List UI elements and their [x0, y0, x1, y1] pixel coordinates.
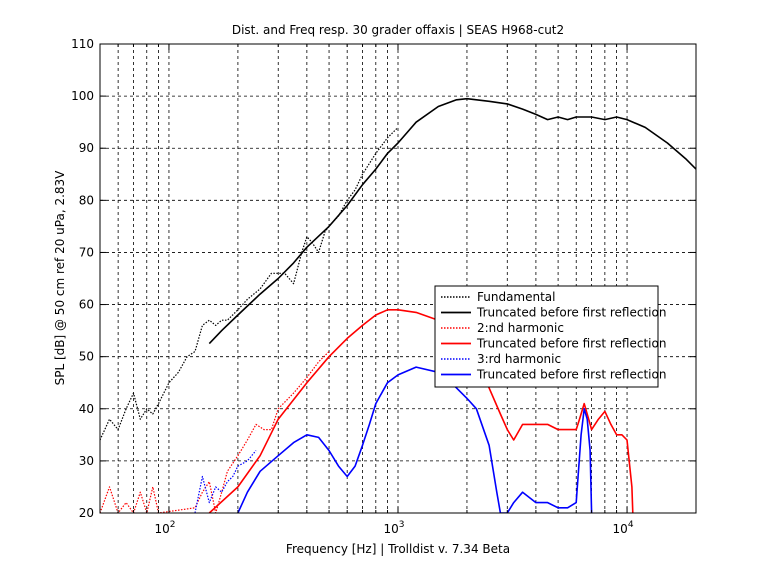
y-tick-label: 100	[71, 89, 94, 103]
y-tick-label: 70	[79, 245, 94, 259]
x-tick-exponent: 2	[170, 520, 176, 530]
legend-label: Truncated before first reflection	[476, 337, 666, 351]
x-tick-exponent: 4	[628, 520, 634, 530]
y-tick-label: 30	[79, 454, 94, 468]
y-tick-label: 50	[79, 350, 94, 364]
legend-label: Fundamental	[477, 290, 556, 304]
x-tick-base: 10	[154, 522, 169, 536]
legend-label: Truncated before first reflection	[476, 306, 666, 320]
y-tick-label: 20	[79, 506, 94, 520]
x-tick-label: 102	[154, 520, 175, 536]
x-tick-base: 10	[613, 522, 628, 536]
y-axis-label: SPL [dB] @ 50 cm ref 20 uPa, 2.83V	[53, 170, 67, 386]
series-line-3	[208, 308, 634, 513]
chart-title: Dist. and Freq resp. 30 grader offaxis |…	[232, 23, 564, 37]
x-tick-exponent: 3	[399, 520, 405, 530]
x-tick-label: 103	[383, 520, 404, 536]
legend-label: 3:rd harmonic	[477, 352, 561, 366]
y-tick-label: 110	[71, 37, 94, 51]
series-layer	[100, 97, 696, 513]
series-line-2	[100, 351, 330, 513]
series-line-5	[237, 366, 593, 513]
x-tick-base: 10	[383, 522, 398, 536]
y-tick-label: 90	[79, 141, 94, 155]
x-tick-label: 104	[613, 520, 634, 536]
series-line-1	[208, 97, 696, 345]
y-tick-label: 40	[79, 402, 94, 416]
y-tick-label: 60	[79, 298, 94, 312]
legend-label: 2:nd harmonic	[477, 321, 564, 335]
y-tick-label: 80	[79, 193, 94, 207]
legend-box	[434, 285, 659, 388]
x-axis-label: Frequency [Hz] | Trolldist v. 7.34 Beta	[286, 542, 510, 556]
grid	[99, 44, 697, 513]
legend: Fundamental Truncated before first reflec…	[434, 285, 666, 388]
legend-label: Truncated before first reflection	[476, 368, 666, 382]
